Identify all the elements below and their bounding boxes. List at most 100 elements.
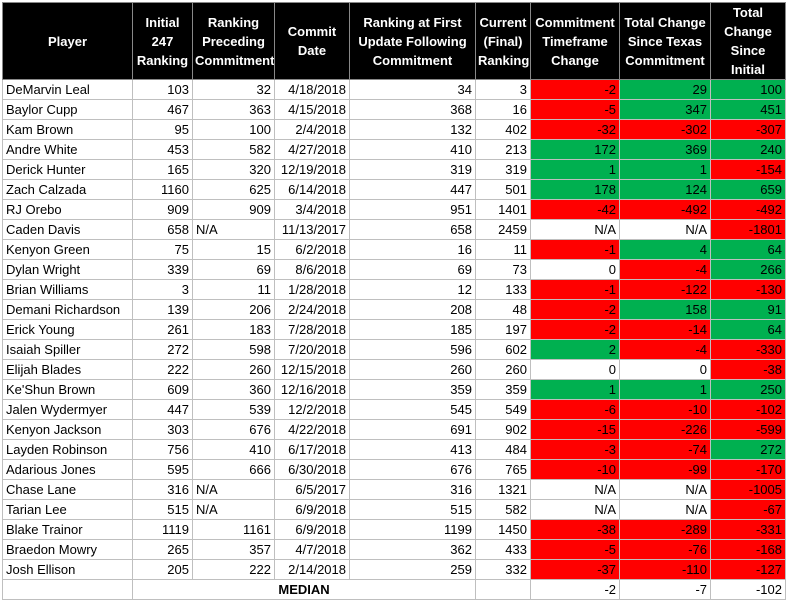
current-ranking-cell[interactable]: 319: [475, 159, 531, 180]
timeframe-change-cell[interactable]: 172: [530, 139, 620, 160]
texas-change-cell[interactable]: 0: [619, 359, 711, 380]
timeframe-change-cell[interactable]: -2: [530, 319, 620, 340]
texas-change-cell[interactable]: 1: [619, 159, 711, 180]
initial-ranking-cell[interactable]: 447: [132, 399, 193, 420]
timeframe-change-cell[interactable]: N/A: [530, 479, 620, 500]
median-total-change[interactable]: -102: [710, 579, 786, 600]
player-cell[interactable]: Isaiah Spiller: [2, 339, 133, 360]
player-cell[interactable]: Derick Hunter: [2, 159, 133, 180]
texas-change-cell[interactable]: -4: [619, 339, 711, 360]
current-ranking-cell[interactable]: 484: [475, 439, 531, 460]
initial-ranking-cell[interactable]: 756: [132, 439, 193, 460]
texas-change-cell[interactable]: 158: [619, 299, 711, 320]
first-update-ranking-cell[interactable]: 545: [349, 399, 476, 420]
player-cell[interactable]: Kenyon Jackson: [2, 419, 133, 440]
texas-change-cell[interactable]: 369: [619, 139, 711, 160]
first-update-ranking-cell[interactable]: 410: [349, 139, 476, 160]
timeframe-change-cell[interactable]: -32: [530, 119, 620, 140]
total-change-cell[interactable]: 91: [710, 299, 786, 320]
first-update-ranking-cell[interactable]: 676: [349, 459, 476, 480]
header-timeframe-change[interactable]: Commitment Timeframe Change: [530, 2, 620, 80]
commit-date-cell[interactable]: 1/28/2018: [274, 279, 350, 300]
commit-date-cell[interactable]: 4/15/2018: [274, 99, 350, 120]
first-update-ranking-cell[interactable]: 413: [349, 439, 476, 460]
player-cell[interactable]: Kenyon Green: [2, 239, 133, 260]
total-change-cell[interactable]: -330: [710, 339, 786, 360]
timeframe-change-cell[interactable]: N/A: [530, 219, 620, 240]
texas-change-cell[interactable]: -4: [619, 259, 711, 280]
initial-ranking-cell[interactable]: 272: [132, 339, 193, 360]
first-update-ranking-cell[interactable]: 362: [349, 539, 476, 560]
commit-date-cell[interactable]: 2/24/2018: [274, 299, 350, 320]
total-change-cell[interactable]: -599: [710, 419, 786, 440]
timeframe-change-cell[interactable]: -1: [530, 279, 620, 300]
texas-change-cell[interactable]: 1: [619, 379, 711, 400]
first-update-ranking-cell[interactable]: 1199: [349, 519, 476, 540]
initial-ranking-cell[interactable]: 265: [132, 539, 193, 560]
timeframe-change-cell[interactable]: N/A: [530, 499, 620, 520]
first-update-ranking-cell[interactable]: 596: [349, 339, 476, 360]
texas-change-cell[interactable]: 29: [619, 79, 711, 100]
ranking-preceding-cell[interactable]: 222: [192, 559, 275, 580]
commit-date-cell[interactable]: 6/5/2017: [274, 479, 350, 500]
initial-ranking-cell[interactable]: 95: [132, 119, 193, 140]
texas-change-cell[interactable]: N/A: [619, 499, 711, 520]
total-change-cell[interactable]: 64: [710, 319, 786, 340]
texas-change-cell[interactable]: 4: [619, 239, 711, 260]
ranking-preceding-cell[interactable]: 11: [192, 279, 275, 300]
median-cell-blank[interactable]: [2, 579, 133, 600]
total-change-cell[interactable]: 451: [710, 99, 786, 120]
commit-date-cell[interactable]: 6/14/2018: [274, 179, 350, 200]
initial-ranking-cell[interactable]: 1119: [132, 519, 193, 540]
timeframe-change-cell[interactable]: 178: [530, 179, 620, 200]
timeframe-change-cell[interactable]: -5: [530, 539, 620, 560]
ranking-preceding-cell[interactable]: 598: [192, 339, 275, 360]
initial-ranking-cell[interactable]: 139: [132, 299, 193, 320]
texas-change-cell[interactable]: -492: [619, 199, 711, 220]
player-cell[interactable]: Jalen Wydermyer: [2, 399, 133, 420]
commit-date-cell[interactable]: 2/14/2018: [274, 559, 350, 580]
total-change-cell[interactable]: -127: [710, 559, 786, 580]
total-change-cell[interactable]: -1801: [710, 219, 786, 240]
timeframe-change-cell[interactable]: -42: [530, 199, 620, 220]
timeframe-change-cell[interactable]: -10: [530, 459, 620, 480]
header-texas-change[interactable]: Total Change Since Texas Commitment: [619, 2, 711, 80]
initial-ranking-cell[interactable]: 261: [132, 319, 193, 340]
texas-change-cell[interactable]: -302: [619, 119, 711, 140]
ranking-preceding-cell[interactable]: 69: [192, 259, 275, 280]
first-update-ranking-cell[interactable]: 319: [349, 159, 476, 180]
initial-ranking-cell[interactable]: 103: [132, 79, 193, 100]
initial-ranking-cell[interactable]: 316: [132, 479, 193, 500]
texas-change-cell[interactable]: -110: [619, 559, 711, 580]
first-update-ranking-cell[interactable]: 132: [349, 119, 476, 140]
player-cell[interactable]: Caden Davis: [2, 219, 133, 240]
total-change-cell[interactable]: 250: [710, 379, 786, 400]
current-ranking-cell[interactable]: 549: [475, 399, 531, 420]
ranking-preceding-cell[interactable]: 410: [192, 439, 275, 460]
texas-change-cell[interactable]: -99: [619, 459, 711, 480]
texas-change-cell[interactable]: -289: [619, 519, 711, 540]
initial-ranking-cell[interactable]: 205: [132, 559, 193, 580]
total-change-cell[interactable]: -154: [710, 159, 786, 180]
total-change-cell[interactable]: -130: [710, 279, 786, 300]
initial-ranking-cell[interactable]: 303: [132, 419, 193, 440]
commit-date-cell[interactable]: 6/2/2018: [274, 239, 350, 260]
player-cell[interactable]: Tarian Lee: [2, 499, 133, 520]
ranking-preceding-cell[interactable]: 363: [192, 99, 275, 120]
first-update-ranking-cell[interactable]: 658: [349, 219, 476, 240]
initial-ranking-cell[interactable]: 658: [132, 219, 193, 240]
texas-change-cell[interactable]: -122: [619, 279, 711, 300]
first-update-ranking-cell[interactable]: 208: [349, 299, 476, 320]
first-update-ranking-cell[interactable]: 691: [349, 419, 476, 440]
player-cell[interactable]: Josh Ellison: [2, 559, 133, 580]
player-cell[interactable]: Kam Brown: [2, 119, 133, 140]
ranking-preceding-cell[interactable]: N/A: [192, 219, 275, 240]
initial-ranking-cell[interactable]: 515: [132, 499, 193, 520]
median-label[interactable]: MEDIAN: [132, 579, 476, 600]
first-update-ranking-cell[interactable]: 359: [349, 379, 476, 400]
texas-change-cell[interactable]: -14: [619, 319, 711, 340]
first-update-ranking-cell[interactable]: 515: [349, 499, 476, 520]
current-ranking-cell[interactable]: 1401: [475, 199, 531, 220]
commit-date-cell[interactable]: 12/19/2018: [274, 159, 350, 180]
timeframe-change-cell[interactable]: 0: [530, 359, 620, 380]
